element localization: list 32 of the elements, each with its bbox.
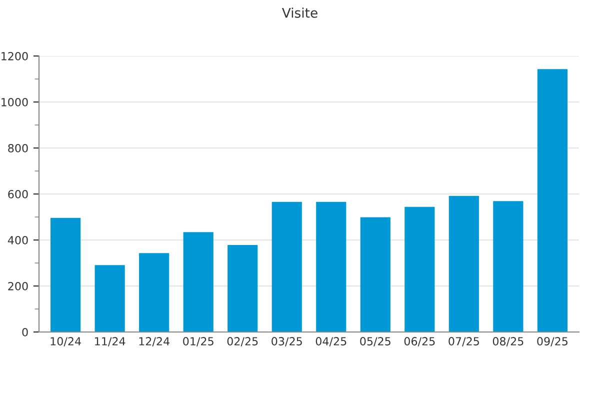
bar: [493, 201, 524, 332]
y-tick-label: 600: [8, 190, 28, 198]
x-tick-label: 07/25: [448, 337, 479, 346]
y-tick-label: 1200: [2, 52, 28, 60]
y-tick-label: 200: [8, 282, 28, 290]
bar: [139, 253, 170, 332]
x-tick-label: 10/24: [50, 337, 81, 346]
x-tick-label: 08/25: [492, 337, 524, 346]
bar: [316, 202, 346, 332]
y-tick-label: 0: [22, 328, 28, 336]
bar: [448, 196, 479, 332]
x-tick-label: 06/25: [404, 337, 435, 346]
x-tick-label: 02/25: [227, 337, 258, 346]
chart-title: Visite: [282, 8, 318, 18]
x-tick-label: 12/24: [139, 337, 170, 346]
x-tick-label: 09/25: [537, 337, 568, 346]
bar: [94, 265, 125, 332]
bar: [360, 217, 390, 332]
bar: [228, 245, 258, 332]
x-tick-label: 03/25: [272, 337, 302, 346]
bar: [183, 232, 214, 332]
x-tick-label: 04/25: [316, 337, 346, 346]
y-tick-label: 1000: [2, 98, 28, 106]
bar: [537, 69, 568, 332]
x-tick-label: 01/25: [183, 337, 214, 346]
y-tick-label: 800: [8, 144, 28, 152]
y-tick-label: 400: [8, 236, 28, 244]
x-tick-label: 05/25: [360, 337, 390, 346]
bar: [50, 218, 81, 332]
bar: [404, 206, 435, 332]
bar: [272, 202, 302, 332]
x-tick-label: 11/24: [95, 337, 126, 346]
